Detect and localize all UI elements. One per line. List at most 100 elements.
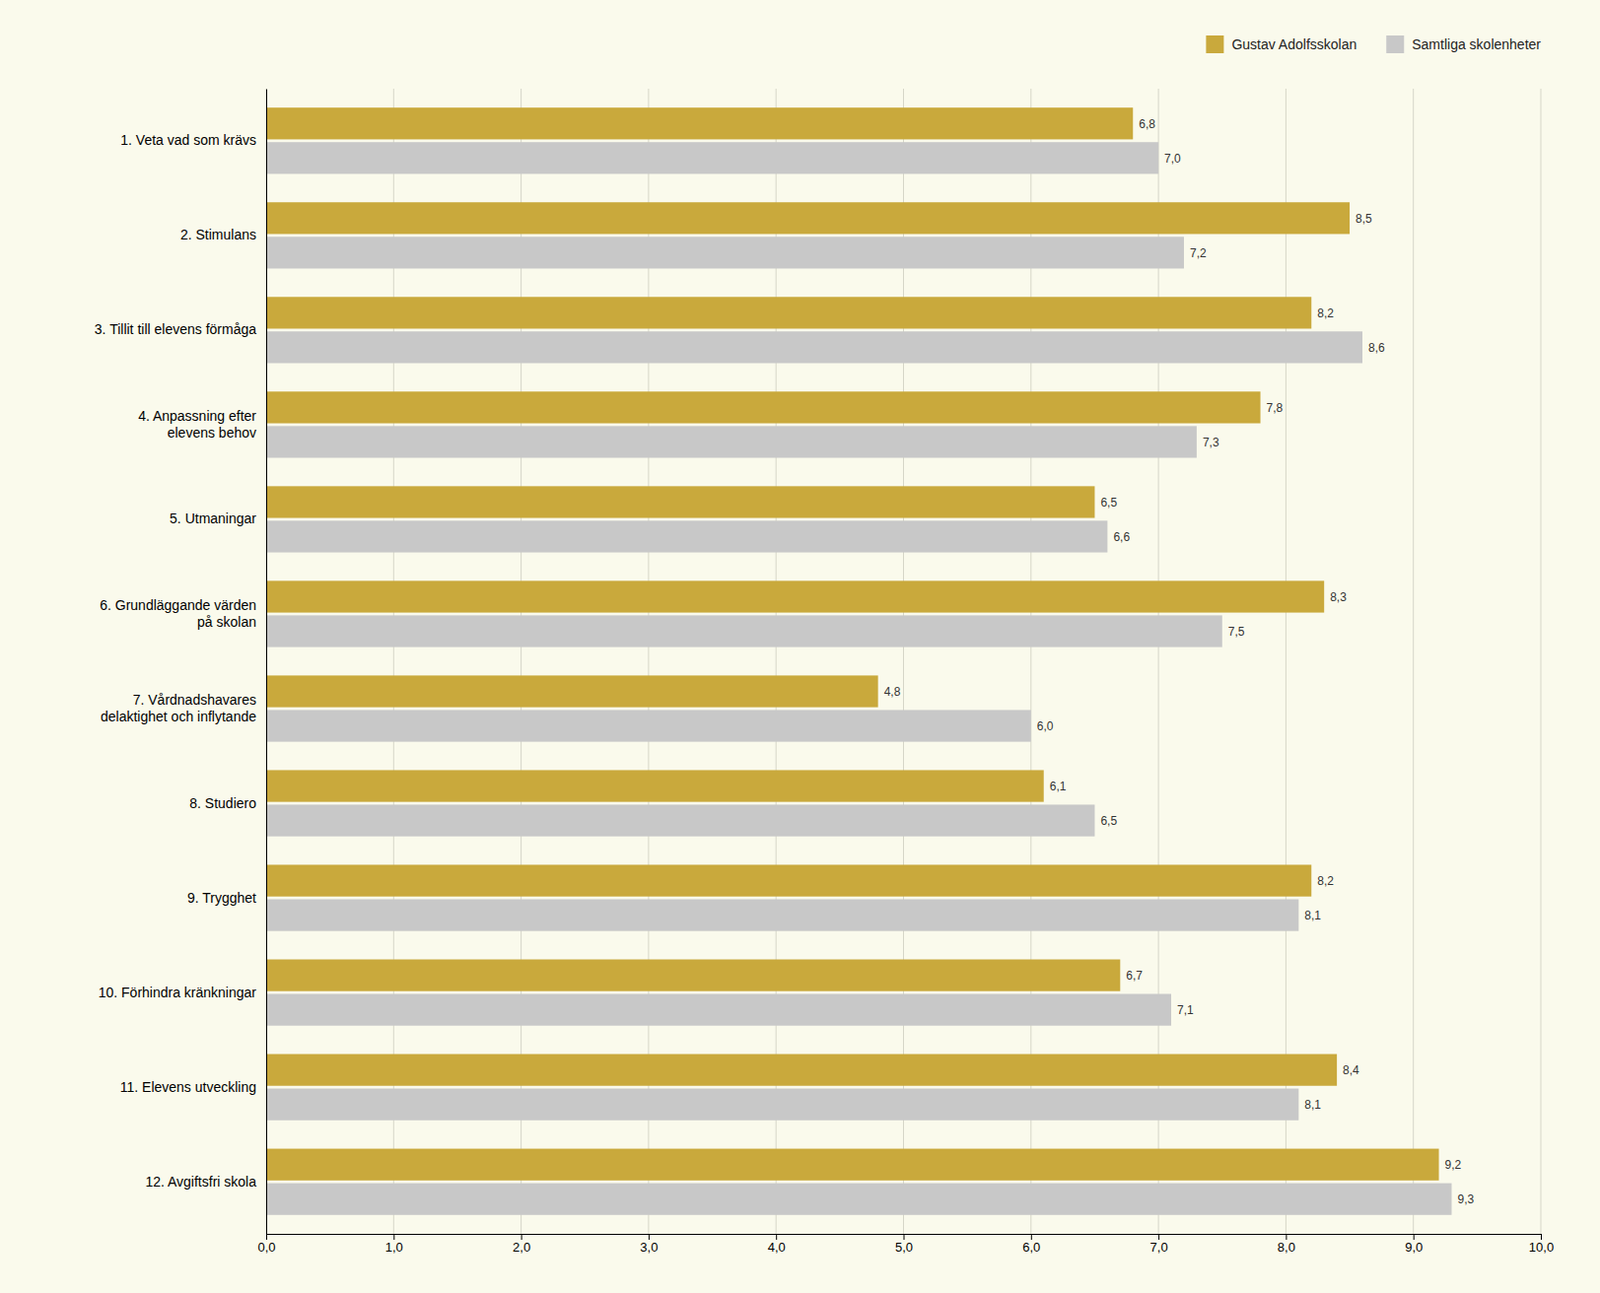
tick: 6. Grundläggande värdenpå skolan bbox=[99, 597, 257, 630]
tick: 11. Elevens utveckling bbox=[120, 1079, 257, 1096]
legend-item: Samtliga skolenheter bbox=[1386, 35, 1541, 54]
series bbox=[266, 107, 1440, 1182]
bars bbox=[266, 107, 1452, 1216]
data-label: 8,2 bbox=[1317, 306, 1334, 321]
grid-line bbox=[1412, 88, 1414, 1235]
legend: Gustav Adolfsskolan Samtliga skolenheter bbox=[1205, 35, 1541, 54]
tick-label: 10. Förhindra kränkningar bbox=[98, 984, 258, 1001]
data-label: 6,0 bbox=[1037, 719, 1054, 734]
legend-item: Gustav Adolfsskolan bbox=[1205, 35, 1357, 54]
bar bbox=[266, 391, 1261, 423]
data-label: 6,5 bbox=[1100, 495, 1117, 510]
data-label: 8,5 bbox=[1355, 211, 1373, 226]
bar bbox=[266, 1183, 1452, 1216]
bar bbox=[266, 615, 1223, 647]
plot: 9,28,46,78,26,14,88,36,57,88,28,56,89,38… bbox=[94, 88, 1554, 1255]
tick: 9,0 bbox=[1404, 1234, 1423, 1255]
bar bbox=[266, 804, 1095, 836]
tick-label: 12. Avgiftsfri skola bbox=[144, 1174, 257, 1190]
data-label: 8,3 bbox=[1329, 590, 1347, 605]
tick-mark bbox=[1158, 1234, 1160, 1241]
bar bbox=[266, 1149, 1440, 1182]
data-label: 7,2 bbox=[1189, 246, 1207, 261]
tick-label: 8. Studiero bbox=[189, 795, 257, 812]
bar bbox=[266, 141, 1159, 174]
tick-label: 2. Stimulans bbox=[180, 226, 257, 243]
legend-label: Gustav Adolfsskolan bbox=[1231, 36, 1357, 53]
tick-mark bbox=[904, 1234, 905, 1241]
tick-label: 1,0 bbox=[385, 1240, 404, 1255]
tick: 2,0 bbox=[512, 1234, 531, 1255]
tick: 8. Studiero bbox=[189, 795, 257, 812]
data-label: 7,5 bbox=[1228, 625, 1246, 639]
tick-label: 0,0 bbox=[257, 1240, 276, 1255]
chart: 9,28,46,78,26,14,88,36,57,88,28,56,89,38… bbox=[0, 0, 1600, 1293]
grid-line bbox=[266, 88, 268, 1235]
data-label: 6,7 bbox=[1125, 969, 1143, 983]
bar bbox=[266, 709, 1032, 742]
data-label: 6,6 bbox=[1113, 530, 1130, 545]
bar bbox=[266, 425, 1197, 458]
data-label: 7,8 bbox=[1266, 401, 1284, 416]
data-label: 9,3 bbox=[1457, 1192, 1474, 1207]
tick-label: 5,0 bbox=[895, 1240, 913, 1255]
tick-label: 1. Veta vad som krävs bbox=[120, 132, 257, 148]
tick: 1,0 bbox=[385, 1234, 404, 1255]
tick: 4,0 bbox=[767, 1234, 786, 1255]
grid-line bbox=[1540, 88, 1542, 1235]
tick: 6,0 bbox=[1022, 1234, 1041, 1255]
bar bbox=[266, 1089, 1299, 1121]
tick-label: 10,0 bbox=[1529, 1240, 1554, 1255]
tick-label: 2,0 bbox=[512, 1240, 531, 1255]
tick-label: 9,0 bbox=[1404, 1240, 1423, 1255]
bar bbox=[266, 202, 1350, 234]
data-label: 8,4 bbox=[1342, 1063, 1360, 1078]
tick: 7. Vårdnadshavaresdelaktighet och inflyt… bbox=[100, 692, 257, 725]
tick-label: 3. Tillit till elevens förmåga bbox=[94, 321, 257, 338]
tick-label: 6. Grundläggande värdenpå skolan bbox=[99, 597, 257, 630]
data-label: 8,6 bbox=[1368, 341, 1386, 355]
grid bbox=[266, 88, 1541, 1235]
data-label: 7,3 bbox=[1202, 435, 1220, 450]
tick: 10,0 bbox=[1529, 1234, 1554, 1255]
data-label: 8,1 bbox=[1304, 1098, 1322, 1113]
bar bbox=[266, 486, 1095, 518]
data-label: 8,2 bbox=[1317, 874, 1334, 889]
tick-label: 8,0 bbox=[1277, 1240, 1296, 1255]
data-label: 7,0 bbox=[1164, 151, 1182, 166]
tick-label: 6,0 bbox=[1022, 1240, 1041, 1255]
tick-label: 4. Anpassning efterelevens behov bbox=[138, 408, 257, 441]
legend-label: Samtliga skolenheter bbox=[1411, 36, 1541, 53]
tick-mark bbox=[266, 1234, 268, 1241]
bar bbox=[266, 107, 1133, 140]
tick: 10. Förhindra kränkningar bbox=[98, 984, 258, 1001]
data-label: 9,2 bbox=[1445, 1158, 1462, 1173]
tick: 4. Anpassning efterelevens behov bbox=[138, 408, 257, 441]
tick: 0,0 bbox=[257, 1234, 276, 1255]
tick: 5,0 bbox=[895, 1234, 913, 1255]
axis-domain bbox=[266, 89, 268, 1236]
legend-swatch bbox=[1205, 35, 1224, 54]
tick-label: 3,0 bbox=[639, 1240, 658, 1255]
tick: 8,0 bbox=[1277, 1234, 1296, 1255]
tick-label: 9. Trygghet bbox=[187, 890, 257, 906]
tick-label: 5. Utmaningar bbox=[169, 510, 257, 527]
bar bbox=[266, 899, 1299, 931]
data-label: 4,8 bbox=[884, 685, 902, 699]
data-label: 7,1 bbox=[1177, 1003, 1194, 1018]
tick: 12. Avgiftsfri skola bbox=[144, 1174, 257, 1190]
tick-mark bbox=[1540, 1234, 1542, 1241]
tick-mark bbox=[521, 1234, 523, 1241]
bar bbox=[266, 236, 1184, 269]
tick-label: 7. Vårdnadshavaresdelaktighet och inflyt… bbox=[100, 692, 257, 725]
tick: 5. Utmaningar bbox=[169, 510, 257, 527]
tick-mark bbox=[1031, 1234, 1033, 1241]
tick-label: 7,0 bbox=[1150, 1240, 1169, 1255]
data-labels: 9,28,46,78,26,14,88,36,57,88,28,56,89,38… bbox=[884, 117, 1475, 1207]
bar bbox=[266, 960, 1120, 992]
tick-mark bbox=[1285, 1234, 1287, 1241]
bar bbox=[266, 994, 1172, 1027]
x-axis: 0,0 1,0 2,0 3,0 4,0 5,0 6,0 7,0 8,0 9,0 10,0 bbox=[257, 1234, 1554, 1255]
data-label: 6,5 bbox=[1100, 814, 1117, 829]
bar bbox=[266, 296, 1312, 329]
